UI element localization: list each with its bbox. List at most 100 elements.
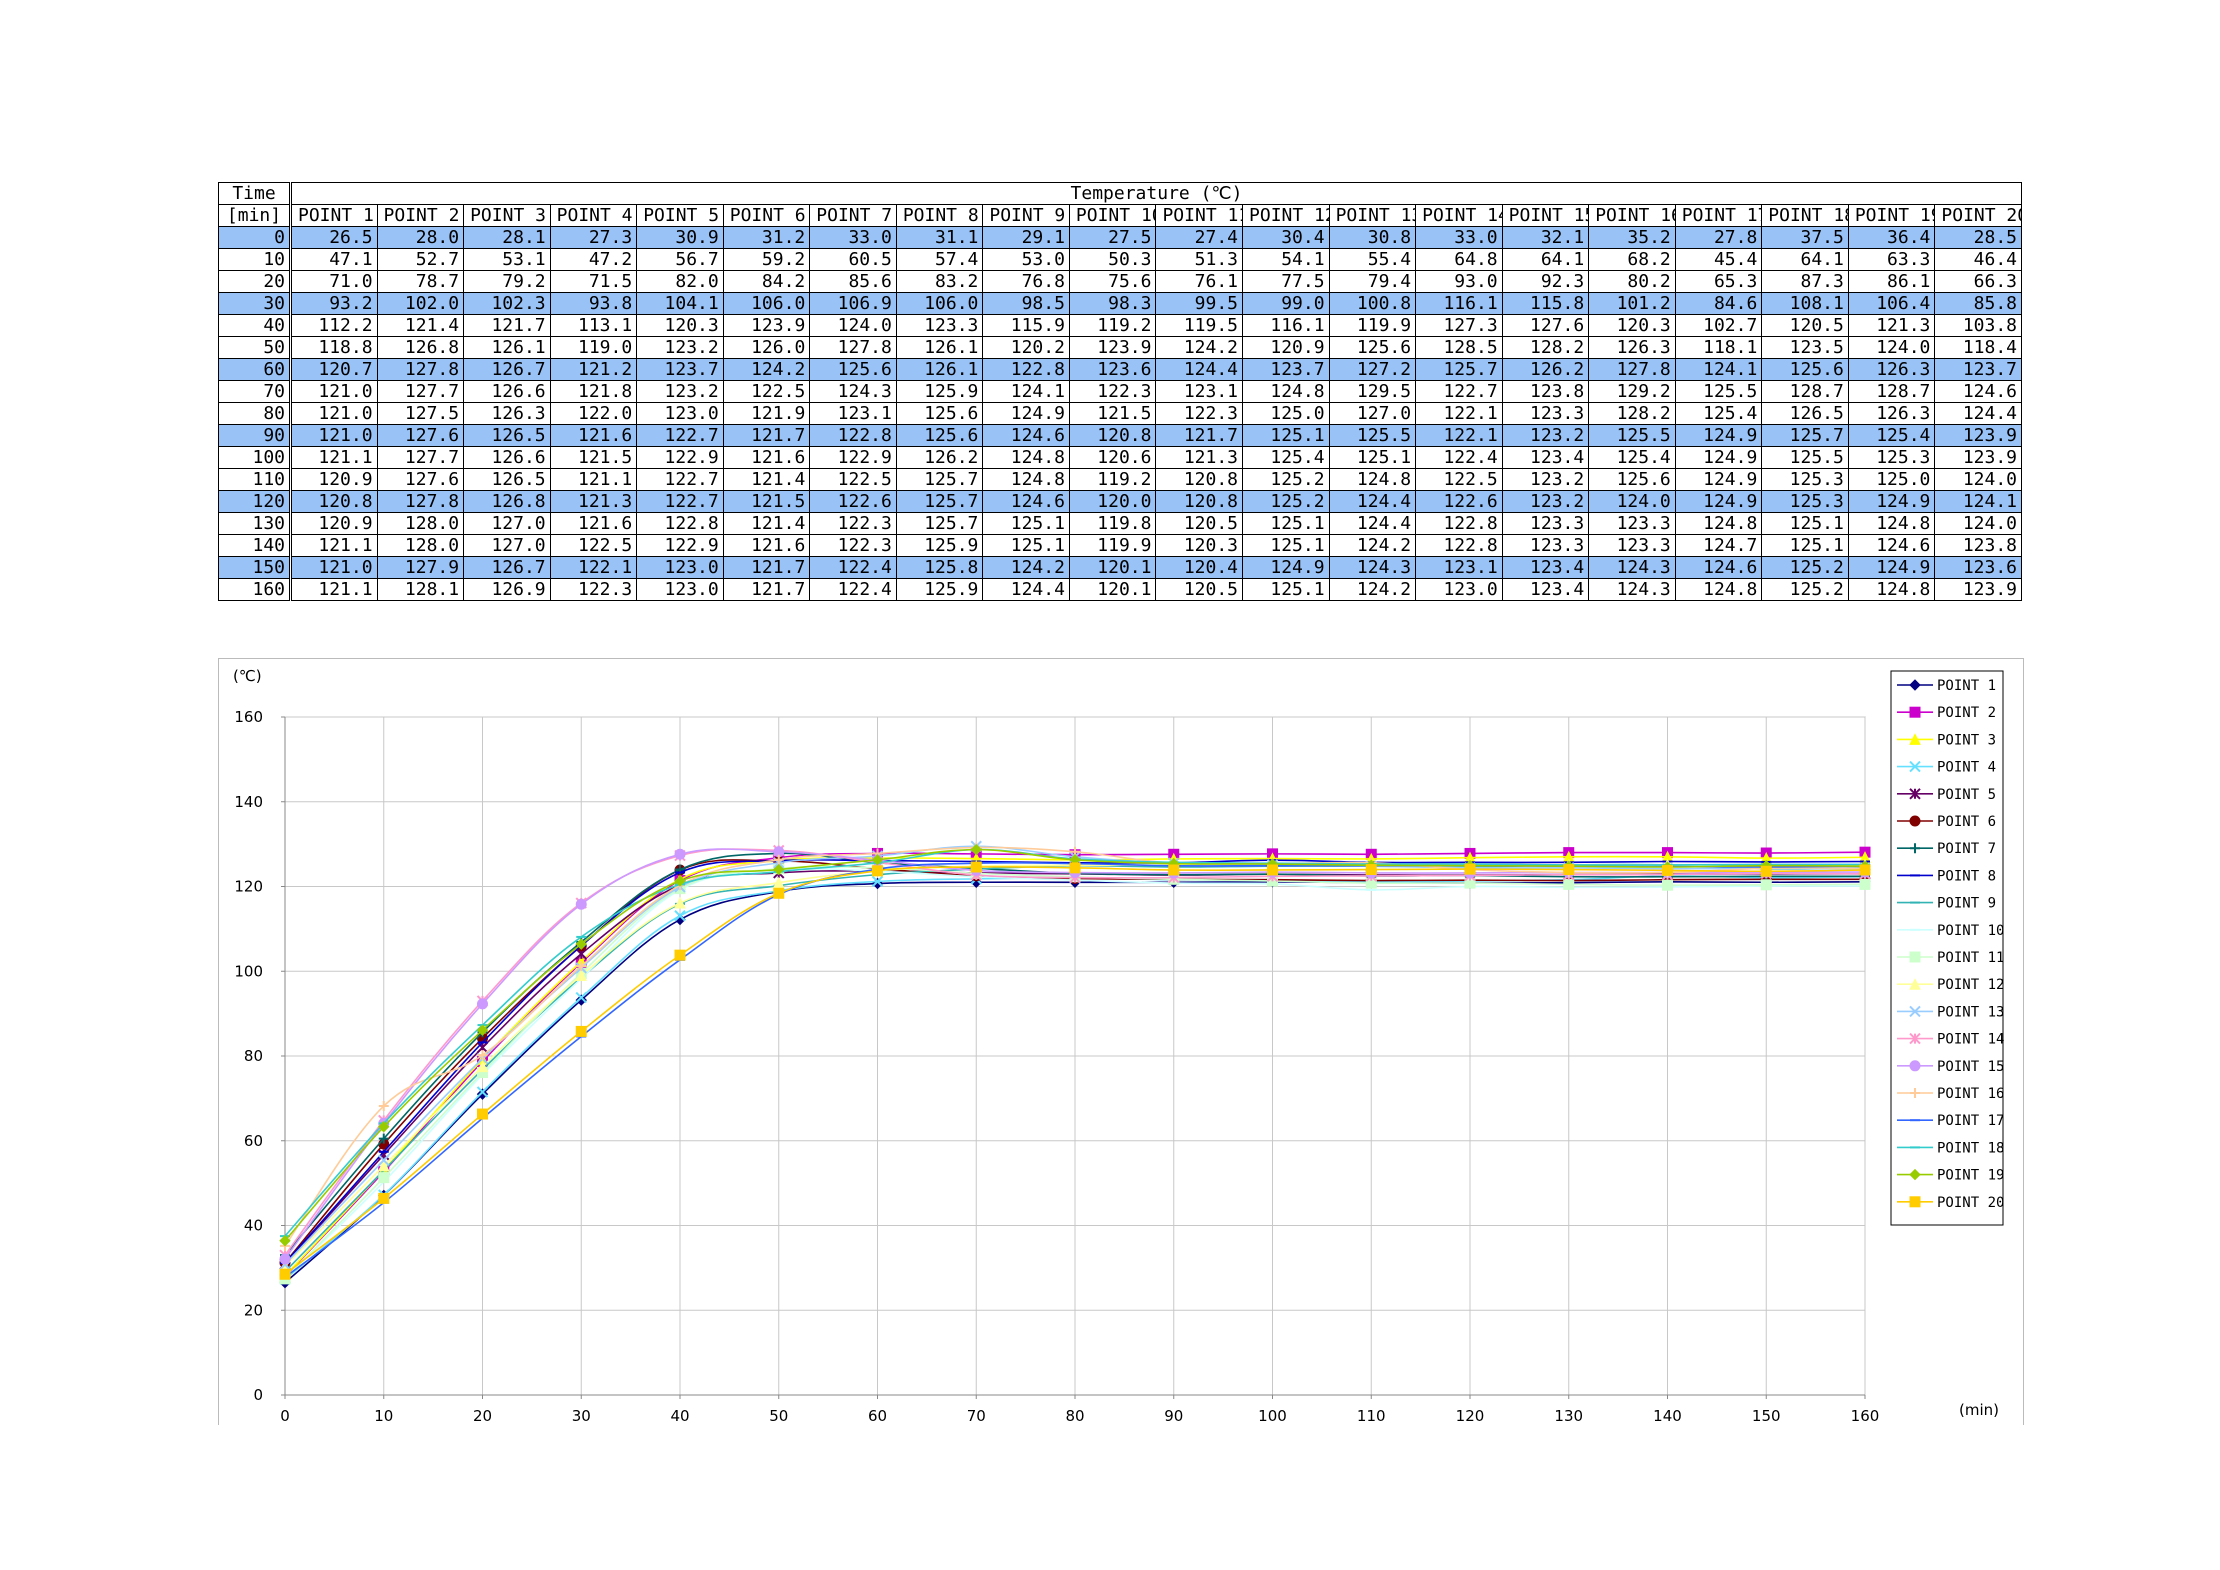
legend-item: POINT 11 (1897, 950, 2004, 966)
time-cell: 160 (218, 578, 292, 601)
y-tick-label: 100 (234, 962, 263, 980)
temperature-cell: 121.0 (290, 424, 378, 447)
temperature-chart: 0 20 40 60 80 100 120 140 160 0 10 20 30 40 50 60 70 80 90… (218, 658, 2024, 1425)
temperature-cell: 120.8 (1155, 490, 1244, 513)
temperature-cell: 120.5 (1155, 512, 1244, 535)
data-point (476, 1024, 489, 1036)
temperature-cell: 121.1 (290, 578, 378, 601)
temperature-cell: 121.5 (1068, 402, 1157, 425)
temperature-cell: 123.4 (1501, 556, 1590, 579)
x-tick-label: 30 (572, 1407, 591, 1425)
temperature-cell: 125.3 (1761, 468, 1849, 491)
temperature-cell: 126.5 (463, 468, 551, 491)
temperature-cell: 125.7 (1761, 424, 1849, 447)
legend-label: POINT 7 (1937, 841, 1996, 857)
temperature-cell: 125.6 (1328, 336, 1417, 359)
temperature-cell: 126.3 (1847, 358, 1936, 381)
temperature-cell: 127.6 (1501, 314, 1590, 337)
point-header-14: POINT 14 (1415, 204, 1503, 227)
temperature-cell: 54.1 (1242, 248, 1330, 271)
temperature-cell: 124.9 (1242, 556, 1330, 579)
temperature-cell: 122.5 (809, 468, 897, 491)
temperature-cell: 121.1 (549, 468, 638, 491)
temperature-cell: 123.0 (1415, 578, 1503, 601)
data-point (477, 998, 488, 1010)
temperature-cell: 124.0 (1934, 468, 2022, 491)
temperature-cell: 125.1 (1242, 578, 1330, 601)
point-header-9: POINT 9 (982, 204, 1070, 227)
data-point (378, 1101, 389, 1112)
temperature-cell: 63.3 (1847, 248, 1936, 271)
temperature-cell: 127.2 (1328, 358, 1417, 381)
y-tick-label: 120 (234, 878, 263, 896)
temperature-cell: 123.9 (722, 314, 811, 337)
legend-marker (1909, 978, 1921, 990)
temperature-cell: 122.8 (809, 424, 897, 447)
legend-label: POINT 6 (1937, 814, 1996, 830)
x-tick-label: 10 (374, 1407, 393, 1425)
x-tick-label: 0 (280, 1407, 290, 1425)
x-tick-label: 40 (670, 1407, 689, 1425)
time-header: Time (218, 182, 292, 205)
data-point (575, 994, 587, 1006)
temperature-cell: 124.4 (1328, 512, 1417, 535)
temperature-cell: 124.6 (1934, 380, 2022, 403)
temperature-cell: 124.9 (1674, 424, 1763, 447)
data-point (378, 1172, 390, 1184)
legend-label: POINT 13 (1937, 1004, 2004, 1020)
temperature-cell: 121.7 (1155, 424, 1244, 447)
temperature-cell: 122.5 (722, 380, 811, 403)
temperature-cell: 56.7 (636, 248, 724, 271)
legend-label: POINT 10 (1937, 923, 2004, 939)
temperature-cell: 122.3 (809, 512, 897, 535)
data-point (773, 887, 785, 899)
table-body: 0 26.5 28.0 28.1 27.3 30.9 31.2 33.0 31.1 29.1 27.… (218, 226, 2022, 601)
temperature-cell: 123.8 (1934, 534, 2022, 557)
y-tick-label: 20 (244, 1301, 263, 1319)
temperature-cell: 125.6 (1761, 358, 1849, 381)
time-cell: 100 (218, 446, 292, 469)
temperature-cell: 66.3 (1934, 270, 2022, 293)
temperature-cell: 51.3 (1155, 248, 1244, 271)
temperature-cell: 120.9 (290, 468, 378, 491)
point-header-16: POINT 16 (1588, 204, 1676, 227)
time-cell: 0 (218, 226, 292, 249)
temperature-cell: 55.4 (1328, 248, 1417, 271)
temperature-cell: 124.4 (982, 578, 1070, 601)
y-tick-label: 80 (244, 1047, 263, 1065)
temperature-cell: 124.9 (1674, 468, 1763, 491)
temperature-cell: 123.7 (636, 358, 724, 381)
temperature-cell: 128.0 (376, 512, 465, 535)
temperature-cell: 120.5 (1761, 314, 1849, 337)
temperature-cell: 126.3 (1588, 336, 1676, 359)
temperature-cell: 71.0 (290, 270, 378, 293)
temperature-cell: 80.2 (1588, 270, 1676, 293)
data-point (476, 1088, 489, 1100)
temperature-cell: 125.9 (895, 578, 984, 601)
temperature-cell: 106.4 (1847, 292, 1936, 315)
temperature-cell: 125.1 (1761, 534, 1849, 557)
y-tick-label: 140 (234, 793, 263, 811)
temperature-cell: 128.2 (1501, 336, 1590, 359)
table-row: 50 118.8 126.8 126.1 119.0 123.2 126.0 127.8 126… (218, 336, 2022, 359)
temperature-cell: 27.3 (549, 226, 638, 249)
temperature-cell: 102.7 (1674, 314, 1763, 337)
temperature-cell: 127.0 (463, 512, 551, 535)
temperature-cell: 121.8 (549, 380, 638, 403)
point-header-7: POINT 7 (809, 204, 897, 227)
legend-label: POINT 2 (1937, 705, 1996, 721)
temperature-cell: 125.6 (809, 358, 897, 381)
series-line (284, 846, 1866, 1247)
temperature-cell: 121.6 (549, 512, 638, 535)
series-line (284, 848, 1866, 1242)
x-tick-label: 20 (473, 1407, 492, 1425)
x-tick-label: 70 (967, 1407, 986, 1425)
temperature-cell: 124.1 (1934, 490, 2022, 513)
temperature-cell: 124.8 (1674, 578, 1763, 601)
series-line (284, 848, 1866, 1256)
data-point (1859, 878, 1871, 890)
data-point (1267, 864, 1278, 876)
temperature-cell: 104.1 (636, 292, 724, 315)
table-row: 110 120.9 127.6 126.5 121.1 122.7 121.4 122.5 12… (218, 468, 2022, 491)
data-point (773, 854, 784, 865)
